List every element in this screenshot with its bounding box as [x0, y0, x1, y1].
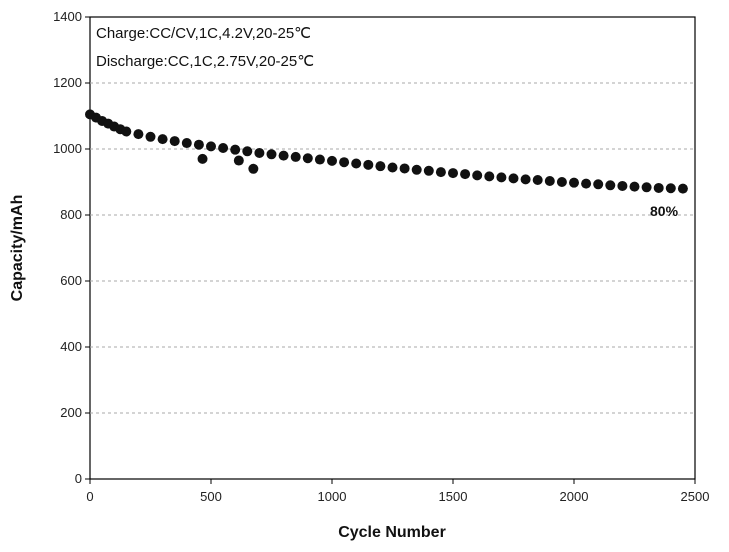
data-point [233, 155, 244, 166]
data-point [665, 183, 676, 194]
data-point [197, 153, 208, 164]
y-tick-label: 200 [60, 405, 82, 420]
data-point [387, 162, 398, 173]
y-tick-label: 1200 [53, 75, 82, 90]
data-point [460, 169, 471, 180]
data-point [145, 131, 156, 142]
plot-frame [89, 16, 696, 480]
x-tick-label: 1500 [439, 489, 468, 504]
data-point [181, 138, 192, 149]
data-point [435, 167, 446, 178]
data-point [544, 176, 555, 187]
data-point [363, 159, 374, 170]
data-point [193, 139, 204, 150]
data-point [448, 168, 458, 179]
data-point [411, 164, 422, 175]
y-tick-label: 0 [75, 471, 82, 486]
data-point [472, 170, 483, 181]
data-point [254, 147, 265, 158]
y-tick-label: 400 [60, 339, 82, 354]
data-point [206, 141, 216, 152]
data-point [266, 149, 277, 160]
data-point [677, 183, 688, 194]
data-point [248, 163, 259, 174]
data-point [496, 172, 507, 183]
data-point [278, 150, 289, 161]
data-point [157, 134, 168, 145]
data-point [520, 174, 531, 185]
data-point [339, 157, 350, 168]
data-point [569, 177, 579, 188]
data-point [133, 129, 144, 140]
data-point [617, 180, 628, 191]
gridlines [90, 82, 695, 414]
x-tick-label: 500 [200, 489, 222, 504]
data-point [653, 182, 664, 193]
y-tick-label: 1400 [53, 9, 82, 24]
data-point [399, 163, 410, 174]
data-point [375, 161, 386, 172]
data-point [423, 165, 434, 176]
data-point [230, 144, 241, 155]
x-tick-label: 2000 [560, 489, 589, 504]
data-point [605, 180, 616, 191]
data-point [629, 181, 640, 192]
data-point [484, 171, 495, 182]
data-point [121, 126, 132, 137]
data-point [581, 178, 592, 189]
discharge-condition-note: Discharge:CC,1C,2.75V,20-25℃ [96, 53, 314, 70]
x-axis-title: Cycle Number [338, 524, 446, 541]
y-axis-title: Capacity/mAh [9, 195, 26, 302]
data-point [218, 143, 229, 154]
charge-condition-note: Charge:CC/CV,1C,4.2V,20-25℃ [96, 25, 311, 42]
data-point [593, 179, 604, 190]
data-point [351, 158, 362, 169]
y-tick-label: 1000 [53, 141, 82, 156]
data-point [314, 154, 325, 165]
end-capacity-label: 80% [650, 203, 679, 219]
data-point [556, 177, 567, 187]
data-points [85, 109, 688, 194]
data-point [242, 146, 253, 157]
data-point [290, 151, 301, 162]
data-point [302, 153, 313, 164]
y-tick-label: 800 [60, 207, 82, 222]
data-point [508, 173, 519, 184]
data-point [169, 136, 180, 147]
data-point [532, 175, 543, 186]
x-tick-label: 1000 [318, 489, 347, 504]
x-tick-label: 2500 [681, 489, 710, 504]
data-point [327, 155, 337, 166]
y-axis-ticks: 0 200 400 600 800 1000 1200 1400 [53, 9, 90, 486]
y-tick-label: 600 [60, 273, 82, 288]
data-point [641, 182, 652, 193]
x-axis-ticks: 0 500 1000 1500 2000 2500 [86, 479, 709, 504]
x-tick-label: 0 [86, 489, 93, 504]
